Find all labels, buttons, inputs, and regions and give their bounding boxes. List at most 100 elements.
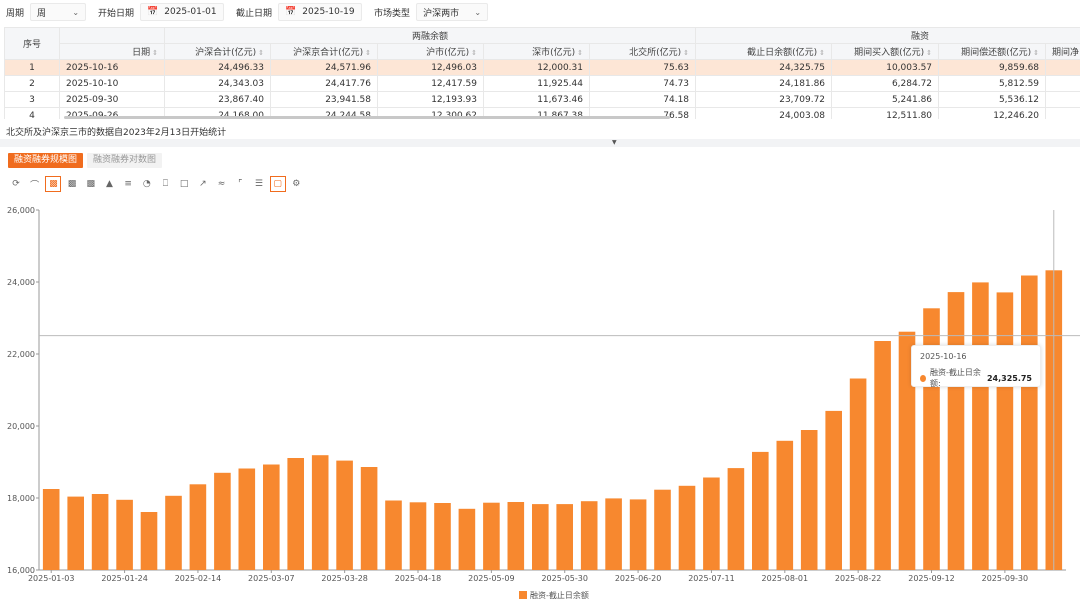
bar[interactable] <box>532 504 549 570</box>
pie-icon[interactable]: ◔ <box>142 179 151 189</box>
x-tick-label: 2025-02-14 <box>175 574 222 583</box>
bar[interactable] <box>360 467 378 570</box>
bar[interactable] <box>287 458 304 570</box>
col-header-hsj-total[interactable]: 沪深京合计(亿元) ⇕ <box>270 43 378 60</box>
bar[interactable] <box>752 451 769 570</box>
bar[interactable] <box>898 331 916 570</box>
bar[interactable] <box>800 430 818 570</box>
table-cell: 24,003.08 <box>695 107 833 119</box>
start-date-value: 2025-01-01 <box>164 7 217 17</box>
tab-scale-chart[interactable]: 融资融券规模图 <box>8 153 84 168</box>
bar[interactable] <box>409 502 427 570</box>
bar[interactable] <box>654 489 671 570</box>
settings-icon[interactable]: ⚙ <box>292 179 301 189</box>
bar[interactable] <box>91 494 109 570</box>
market-type-select[interactable]: 沪深两市 ⌄ <box>416 3 489 21</box>
col-header-date[interactable]: 日期 ⇕ <box>59 43 165 60</box>
table-cell: 75.63 <box>588 59 697 76</box>
margin-balance-bar-chart: 16,000 18,000 20,000 22,000 24,000 26,000 2025… <box>7 206 1080 600</box>
y-tick-label: 20,000 <box>7 422 35 431</box>
period-value: 周 <box>37 8 47 19</box>
col-header-net[interactable]: 期间净 <box>1045 43 1080 60</box>
bar[interactable] <box>825 410 842 570</box>
tooltip-toggle-icon[interactable]: ▢ <box>269 176 286 192</box>
bar[interactable] <box>458 508 476 570</box>
list-icon[interactable]: ☰ <box>254 179 263 189</box>
bar[interactable] <box>507 502 525 570</box>
collapse-bar[interactable]: ▼ <box>0 139 1080 147</box>
scale-icon[interactable]: □ <box>179 179 189 189</box>
col-header-hs-total[interactable]: 沪深合计(亿元) ⇕ <box>164 43 271 60</box>
legend-label[interactable]: 融资-截止日余额 <box>530 590 589 600</box>
bar-chart-icon[interactable]: ▩ <box>45 176 62 192</box>
bar[interactable] <box>214 472 231 570</box>
bar[interactable] <box>776 440 794 570</box>
bar[interactable] <box>42 489 60 570</box>
x-tick-label: 2025-09-12 <box>908 574 955 583</box>
bar[interactable] <box>189 484 207 570</box>
table-row[interactable]: 1 2025-10-16 24,496.33 24,571.96 12,496.03 12… <box>4 59 1080 76</box>
col-header-sz[interactable]: 深市(亿元) ⇕ <box>483 43 590 60</box>
area-bar-icon[interactable]: ▲ <box>105 179 113 189</box>
x-tick-label: 2025-03-28 <box>321 574 368 583</box>
table-cell: 74.18 <box>588 91 697 108</box>
bar[interactable] <box>434 503 451 570</box>
x-tick-label: 2025-06-20 <box>615 574 662 583</box>
refresh-icon[interactable]: ⟳ <box>12 179 20 189</box>
bar[interactable] <box>947 292 965 570</box>
period-label: 周期 <box>6 8 25 19</box>
period-select[interactable]: 周 ⌄ <box>30 3 87 21</box>
horizontal-scrollbar[interactable] <box>64 116 670 119</box>
bar[interactable] <box>116 499 133 570</box>
bar[interactable] <box>703 477 720 571</box>
bar[interactable] <box>67 496 84 570</box>
col-header-buy[interactable]: 期间买入额(亿元) ⇕ <box>831 43 940 60</box>
bar[interactable] <box>483 502 500 570</box>
bar[interactable] <box>238 468 256 571</box>
start-date-label: 开始日期 <box>98 8 135 19</box>
bar[interactable] <box>678 485 696 570</box>
range-icon[interactable]: ⎕ <box>162 179 169 189</box>
col-header-sh[interactable]: 沪市(亿元) ⇕ <box>377 43 484 60</box>
stacked-bar-icon[interactable]: ▩ <box>86 179 95 189</box>
bar[interactable] <box>727 468 745 570</box>
bar[interactable] <box>996 292 1014 570</box>
bar[interactable] <box>336 460 353 570</box>
bar[interactable] <box>311 455 329 570</box>
bar[interactable] <box>629 499 647 570</box>
step-icon[interactable]: ⌜ <box>238 179 243 189</box>
table-cell: 74.73 <box>588 75 697 92</box>
bar[interactable] <box>385 500 402 571</box>
grouped-bar-icon[interactable]: ▩ <box>67 179 77 189</box>
col-header-end-balance[interactable]: 截止日余额(亿元) ⇕ <box>695 43 833 60</box>
chart-tooltip: 2025-10-16 融资-截止日余额: 24,325.75 <box>911 345 1041 388</box>
multi-line-icon[interactable]: ≈ <box>217 179 226 189</box>
trend-up-icon[interactable]: ↗ <box>199 179 207 189</box>
collapse-triangle-icon[interactable]: ▼ <box>612 139 617 146</box>
col-header-repay[interactable]: 期间偿还额(亿元) ⇕ <box>938 43 1047 60</box>
table-row[interactable]: 2 2025-10-10 24,343.03 24,417.76 12,417.59 11… <box>4 75 1080 92</box>
line-chart-icon[interactable]: ⌒ <box>30 180 40 191</box>
bar[interactable] <box>1021 275 1038 571</box>
data-table: 序号 两融余额 融资 日期 ⇕ 沪深合计(亿元) ⇕ 沪深京合计(亿元) ⇕ 沪市(亿… <box>4 27 1080 119</box>
sort-icon: ⇕ <box>683 49 690 57</box>
table-cell: 5,536.12 <box>938 91 1047 108</box>
start-date-input[interactable]: 📅 2025-01-01 <box>140 3 225 21</box>
end-date-input[interactable]: 📅 2025-10-19 <box>278 3 363 21</box>
horizontal-bar-icon[interactable]: ≡ <box>124 179 132 189</box>
table-cell: 11,673.46 <box>483 91 590 108</box>
bar[interactable] <box>605 498 622 570</box>
col-header-bj[interactable]: 北交所(亿元) ⇕ <box>588 43 697 60</box>
table-row[interactable]: 3 2025-09-30 23,867.40 23,941.58 12,193.93 11… <box>4 91 1080 108</box>
bar[interactable] <box>263 464 280 571</box>
bar[interactable] <box>556 504 573 570</box>
bar[interactable] <box>874 341 891 570</box>
legend-swatch <box>519 591 527 599</box>
bar[interactable] <box>140 512 158 570</box>
bar[interactable] <box>849 378 867 571</box>
chevron-down-icon: ⌄ <box>474 7 482 17</box>
bar[interactable] <box>580 501 598 570</box>
bar[interactable] <box>972 282 989 570</box>
tab-log-chart[interactable]: 融资融券对数图 <box>87 153 163 168</box>
bar[interactable] <box>165 495 182 570</box>
